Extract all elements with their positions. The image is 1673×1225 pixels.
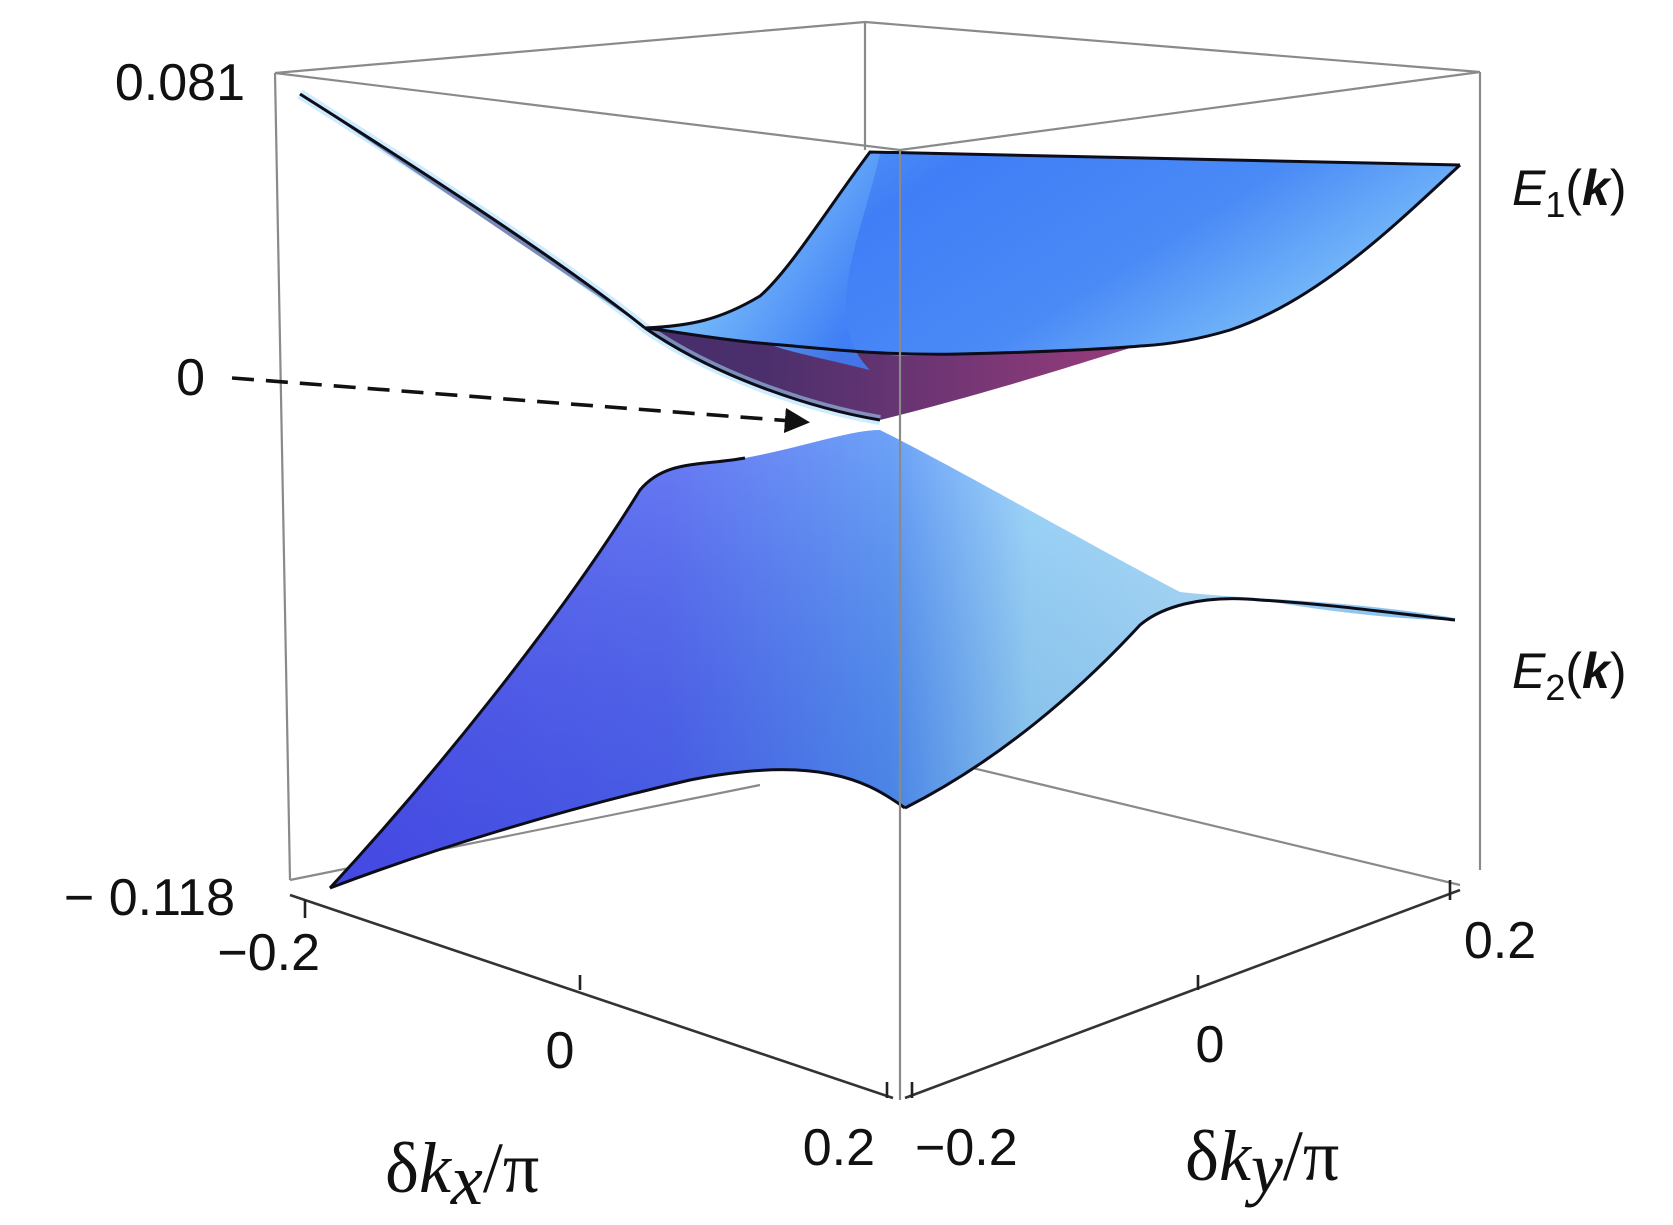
series-label-e2: E2(k) (1512, 643, 1627, 708)
y-tick-label-min: −0.2 (915, 1119, 1018, 1177)
x-axis-ticks (303, 900, 889, 1098)
y-axis-title: δky/π (1185, 1116, 1339, 1208)
bounding-box-front (289, 150, 1461, 1100)
bounding-box-top (274, 70, 1481, 152)
y-axis-ticks (910, 880, 1452, 1098)
lower-band-surface (328, 430, 1456, 890)
x-axis-tick-labels: −0.2 0 0.2 (217, 924, 875, 1177)
z-tick-label-bottom: − 0.118 (64, 869, 235, 927)
x-tick-label-max: 0.2 (803, 1119, 875, 1177)
y-tick-label-mid: 0 (1196, 1016, 1225, 1074)
upper-band-surface (297, 89, 1462, 425)
z-tick-label-top: 0.081 (115, 54, 245, 112)
z-axis-ticks: 0.081 0 − 0.118 (64, 54, 245, 927)
x-tick-label-mid: 0 (546, 1022, 575, 1080)
degeneracy-arrow (231, 376, 811, 434)
series-label-e1: E1(k) (1512, 160, 1627, 225)
x-tick-label-min: −0.2 (217, 924, 320, 982)
y-axis-tick-labels: −0.2 0 0.2 (915, 912, 1536, 1177)
y-tick-label-max: 0.2 (1464, 912, 1536, 970)
x-axis-title: δkx/π (385, 1128, 539, 1220)
z-tick-label-zero: 0 (176, 349, 205, 407)
